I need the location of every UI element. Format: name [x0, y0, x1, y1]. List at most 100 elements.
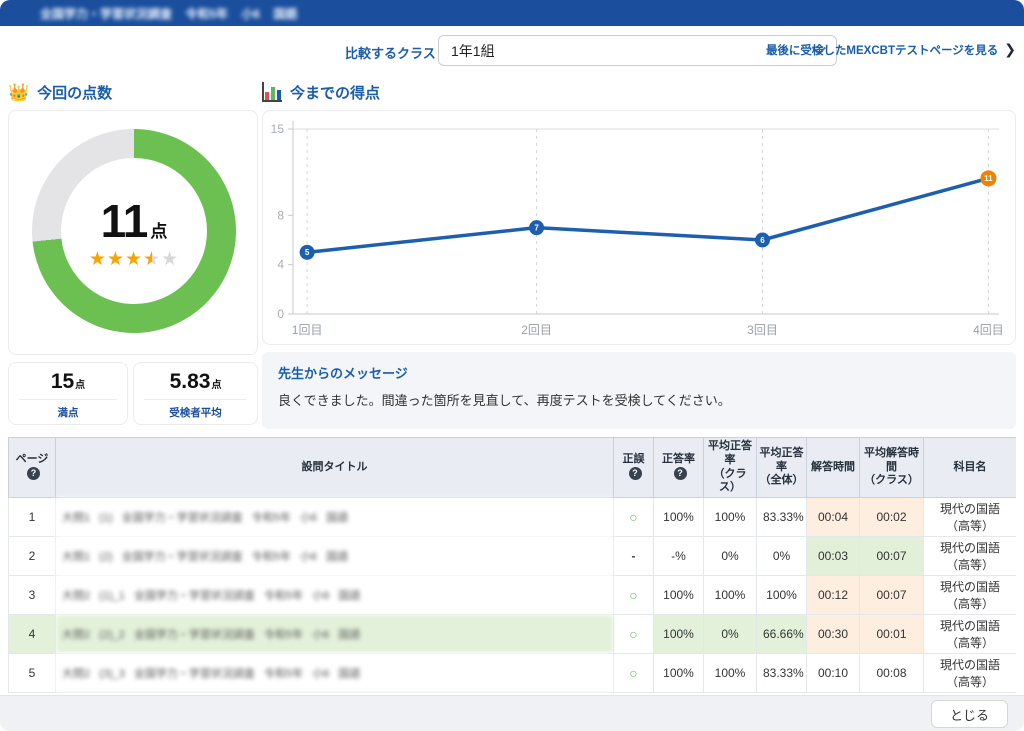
cell-subject: 現代の国語（高等）	[924, 537, 1017, 576]
cell-class-rate: 100%	[704, 576, 757, 615]
svg-text:3回目: 3回目	[747, 323, 778, 337]
help-icon[interactable]: ?	[674, 467, 687, 480]
star-rating: ★★★★★	[89, 250, 179, 269]
score-history-chart: 04815576111回目2回目3回目4回目	[263, 111, 1015, 344]
cell-class-rate: 100%	[704, 654, 757, 693]
cell-title: 大問1 (1) 全国学力・学習状況調査 令和5年 小6 国語	[56, 498, 614, 537]
table-row: 2大問1 (2) 全国学力・学習状況調査 令和5年 小6 国語--%0%0%00…	[9, 537, 1017, 576]
mexcbt-link-label: 最後に受検したMEXCBTテストページを見る	[766, 42, 998, 58]
max-score-value: 15	[51, 370, 74, 394]
cell-subject: 現代の国語（高等）	[924, 615, 1017, 654]
score-history-header: 今までの得点	[262, 80, 380, 104]
bar-chart-icon	[262, 82, 282, 102]
cell-title: 大問3 (4) 全国学力・学習状況調査 令和5年 小6 国語	[56, 693, 614, 694]
cell-overall-rate: 66.66%	[757, 615, 807, 654]
cell-page: 5	[9, 654, 56, 693]
table-row: 5大問2 (3)_3 全国学力・学習状況調査 令和5年 小6 国語○100%10…	[9, 654, 1017, 693]
close-button[interactable]: とじる	[931, 700, 1008, 728]
cell-time: 00:30	[807, 615, 860, 654]
svg-text:4: 4	[277, 258, 284, 272]
cell-time: 01:27	[807, 693, 860, 694]
max-score-unit: 点	[75, 376, 85, 391]
cell-page: 2	[9, 537, 56, 576]
score-donut-center: 11 点 ★★★★★	[61, 158, 207, 304]
cell-overall-rate: 100%	[757, 576, 807, 615]
table-row: 6大問3 (4) 全国学力・学習状況調査 令和5年 小6 国語○100%0%83…	[9, 693, 1017, 694]
cell-subject: 現代の国語（高等）	[924, 498, 1017, 537]
cell-overall-rate: 83.33%	[757, 654, 807, 693]
cell-rate: -%	[654, 537, 704, 576]
column-header: 平均正答率（クラス）	[704, 438, 757, 498]
score-unit: 点	[150, 217, 167, 242]
table-row: 3大問2 (1)_1 全国学力・学習状況調査 令和5年 小6 国語○100%10…	[9, 576, 1017, 615]
compare-class-label: 比較するクラス	[345, 43, 436, 62]
help-icon[interactable]: ?	[629, 467, 642, 480]
column-header: 正答率?	[654, 438, 704, 498]
table-row: 1大問1 (1) 全国学力・学習状況調査 令和5年 小6 国語○100%100%…	[9, 498, 1017, 537]
cell-subject: 現代の国語（高等）	[924, 576, 1017, 615]
cell-overall-rate: 83.33%	[757, 693, 807, 694]
top-bar: 全国学力・学習状況調査 令和5年 小6 国語	[0, 0, 1024, 26]
max-score-card: 15 点 満点	[8, 362, 128, 425]
cell-avg-time: 00:07	[860, 576, 924, 615]
help-icon[interactable]: ?	[27, 467, 40, 480]
cell-time: 00:10	[807, 654, 860, 693]
cell-result: ○	[614, 498, 654, 537]
current-score-header: 👑 今回の点数	[8, 80, 112, 104]
cell-title: 大問2 (3)_3 全国学力・学習状況調査 令和5年 小6 国語	[56, 654, 614, 693]
score-value: 11	[101, 194, 148, 248]
average-score-caption: 受検者平均	[134, 400, 257, 420]
cell-page: 6	[9, 693, 56, 694]
cell-rate: 100%	[654, 654, 704, 693]
svg-text:4回目: 4回目	[973, 323, 1004, 337]
mexcbt-test-page-link[interactable]: 最後に受検したMEXCBTテストページを見る ❯	[766, 41, 1016, 58]
result-window: 全国学力・学習状況調査 令和5年 小6 国語 比較するクラス 1年1組 最後に受…	[0, 0, 1024, 731]
cell-class-rate: 100%	[704, 498, 757, 537]
svg-text:7: 7	[534, 223, 539, 232]
cell-class-rate: 0%	[704, 537, 757, 576]
svg-text:15: 15	[271, 122, 285, 136]
footer-bar: とじる	[0, 695, 1024, 731]
crown-icon: 👑	[8, 84, 29, 101]
cell-rate: 100%	[654, 693, 704, 694]
star-icon: ★	[107, 249, 125, 270]
cell-result: ○	[614, 615, 654, 654]
current-score-card: 11 点 ★★★★★	[8, 110, 258, 355]
cell-overall-rate: 0%	[757, 537, 807, 576]
cell-title: 大問2 (2)_2 全国学力・学習状況調査 令和5年 小6 国語	[56, 615, 614, 654]
cell-rate: 100%	[654, 498, 704, 537]
cell-avg-time: 00:07	[860, 537, 924, 576]
cell-title: 大問1 (2) 全国学力・学習状況調査 令和5年 小6 国語	[56, 537, 614, 576]
svg-text:2回目: 2回目	[521, 323, 552, 337]
cell-title: 大問2 (1)_1 全国学力・学習状況調査 令和5年 小6 国語	[56, 576, 614, 615]
svg-text:5: 5	[305, 248, 310, 257]
current-score-title: 今回の点数	[37, 82, 112, 103]
column-header: 科目名	[924, 438, 1017, 498]
toolbar: 比較するクラス 1年1組 最後に受検したMEXCBTテストページを見る ❯	[0, 26, 1024, 74]
svg-text:8: 8	[277, 208, 284, 222]
class-select-value: 1年1組	[451, 41, 814, 61]
star-icon: ★	[125, 249, 143, 270]
question-results-table: ページ?設問タイトル正誤?正答率?平均正答率（クラス）平均正答率（全体）解答時間…	[8, 437, 1016, 693]
cell-time: 00:12	[807, 576, 860, 615]
teacher-message-panel: 先生からのメッセージ 良くできました。間違った箇所を見直して、再度テストを受検し…	[262, 352, 1016, 429]
column-header: 平均解答時間（クラス）	[860, 438, 924, 498]
svg-text:6: 6	[760, 236, 765, 245]
test-title: 全国学力・学習状況調査 令和5年 小6 国語	[40, 5, 297, 22]
cell-overall-rate: 83.33%	[757, 498, 807, 537]
star-icon: ★	[143, 249, 161, 270]
cell-time: 00:04	[807, 498, 860, 537]
column-header: ページ?	[9, 438, 56, 498]
cell-result: ○	[614, 693, 654, 694]
cell-time: 00:03	[807, 537, 860, 576]
chevron-right-icon: ❯	[1004, 41, 1016, 58]
column-header: 正誤?	[614, 438, 654, 498]
cell-avg-time: 00:02	[860, 498, 924, 537]
svg-text:1回目: 1回目	[292, 323, 323, 337]
average-score-value: 5.83	[170, 370, 211, 394]
cell-class-rate: 0%	[704, 693, 757, 694]
cell-subject: 現代の国語（高等）	[924, 693, 1017, 694]
teacher-message-title: 先生からのメッセージ	[278, 363, 1000, 382]
cell-result: ○	[614, 576, 654, 615]
cell-avg-time: 00:08	[860, 654, 924, 693]
